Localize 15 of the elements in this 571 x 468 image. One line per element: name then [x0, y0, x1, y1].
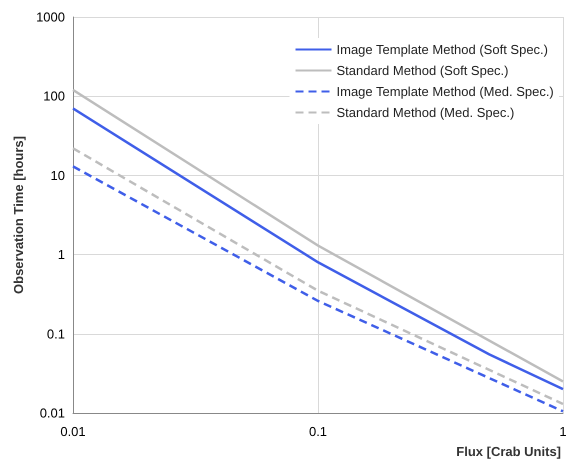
y-tick-label: 0.01: [40, 406, 65, 420]
x-tick-label: 0.01: [60, 424, 86, 439]
legend-label: Image Template Method (Soft Spec.): [336, 42, 548, 57]
y-tick-label: 10: [50, 168, 65, 183]
x-axis-title: Flux [Crab Units]: [456, 444, 562, 459]
legend-label: Standard Method (Soft Spec.): [336, 63, 508, 78]
y-tick-label: 1000: [36, 10, 65, 24]
legend-label: Standard Method (Med. Spec.): [336, 105, 514, 120]
y-tick-label: 1: [58, 247, 65, 262]
x-tick-label: 1: [559, 424, 567, 439]
x-tick-label: 0.1: [308, 424, 328, 439]
legend-label: Image Template Method (Med. Spec.): [336, 84, 554, 99]
y-axis-title: Observation Time [hours]: [11, 136, 26, 294]
y-tick-label: 100: [43, 88, 65, 104]
y-tick-label: 0.1: [46, 326, 65, 342]
